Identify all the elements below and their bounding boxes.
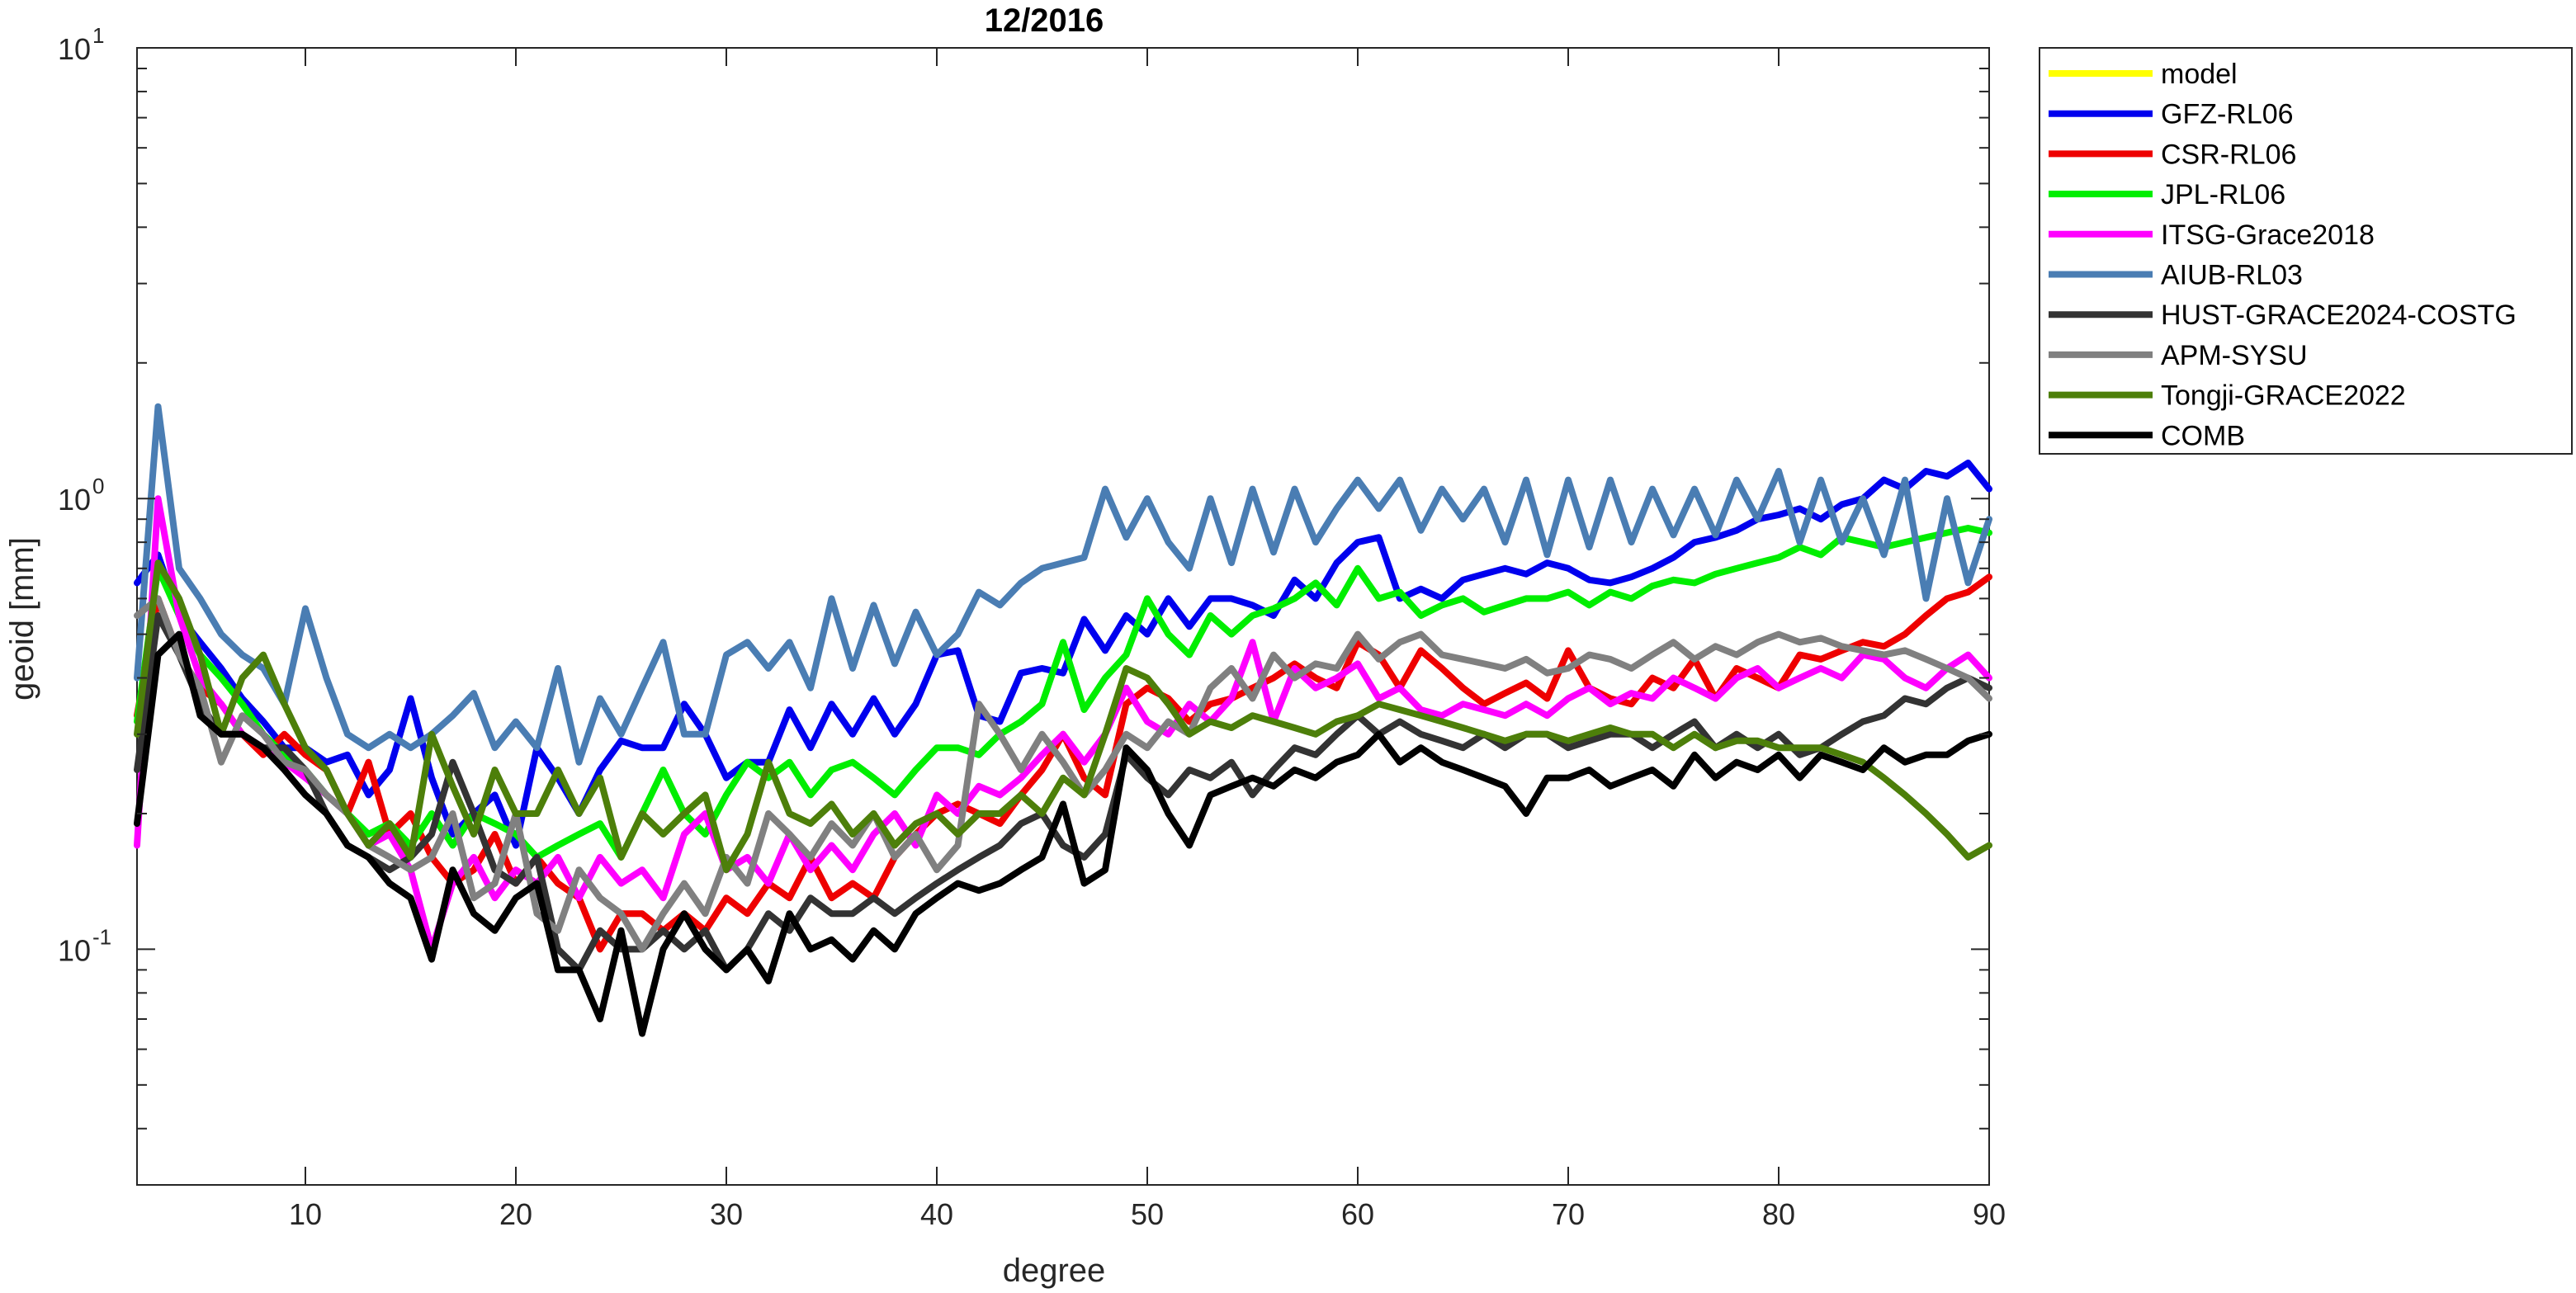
y-tick-exponent: 0 [92, 474, 104, 498]
legend-item: AIUB-RL03 [2049, 260, 2303, 291]
y-tick-base: 10 [58, 32, 91, 66]
legend-item: COMB [2049, 420, 2245, 451]
legend-item: CSR-RL06 [2049, 139, 2296, 170]
y-axis-label: geoid [mm] [4, 537, 40, 701]
series-line-hust-grace2024-costg [134, 612, 1992, 974]
y-tick-label: 10 0 [58, 474, 105, 517]
legend-item: JPL-RL06 [2049, 179, 2285, 210]
plot-area [136, 47, 1990, 1186]
y-tick-label: 10 -1 [58, 924, 111, 967]
x-tick-label: 30 [710, 1197, 743, 1231]
series-line-gfz-rl06 [134, 460, 1992, 849]
x-tick-label: 80 [1762, 1197, 1795, 1231]
legend-label: JPL-RL06 [2161, 179, 2285, 210]
series-line-tongji-grace2022 [134, 559, 1992, 874]
legend: model GFZ-RL06 CSR-RL06 JPL-RL06 ITSG-Grace2… [2039, 47, 2573, 455]
legend-label: ITSG-Grace2018 [2161, 219, 2375, 251]
y-tick-exponent: 1 [92, 23, 104, 48]
y-tick-base: 10 [58, 483, 91, 517]
y-tick-label: 10 1 [58, 23, 105, 66]
legend-label: HUST-GRACE2024-COSTG [2161, 300, 2517, 331]
x-tick-label: 20 [499, 1197, 532, 1231]
legend-label: Tongji-GRACE2022 [2161, 380, 2406, 412]
legend-label: AIUB-RL03 [2161, 260, 2303, 291]
legend-item: model [2049, 59, 2238, 90]
y-tick-base: 10 [58, 933, 91, 967]
legend-item: ITSG-Grace2018 [2049, 219, 2375, 251]
series-line-comb [134, 630, 1992, 1037]
x-tick-label: 10 [289, 1197, 322, 1231]
x-tick-label: 40 [920, 1197, 953, 1231]
series-line-aiub-rl03 [134, 403, 1992, 766]
x-axis-label: degree [1003, 1253, 1106, 1289]
legend-item: HUST-GRACE2024-COSTG [2049, 300, 2517, 331]
y-tick-exponent: -1 [92, 924, 111, 949]
x-axis-ticks: 10 20 30 40 50 60 70 80 90 [289, 48, 2006, 1231]
legend-item: Tongji-GRACE2022 [2049, 380, 2406, 412]
x-tick-label: 60 [1341, 1197, 1374, 1231]
legend-item: GFZ-RL06 [2049, 99, 2294, 130]
series-group [134, 403, 1992, 1037]
legend-label: APM-SYSU [2161, 340, 2308, 371]
chart-title: 12/2016 [985, 2, 1104, 39]
x-tick-label: 50 [1131, 1197, 1164, 1231]
legend-label: COMB [2161, 420, 2245, 451]
x-tick-label: 90 [1973, 1197, 2006, 1231]
legend-item: APM-SYSU [2049, 340, 2308, 371]
legend-label: model [2161, 59, 2238, 90]
x-tick-label: 70 [1552, 1197, 1585, 1231]
plot-frame [136, 47, 1990, 1186]
legend-label: GFZ-RL06 [2161, 99, 2294, 130]
series-line-apm-sysu [134, 595, 1992, 953]
legend-label: CSR-RL06 [2161, 139, 2296, 170]
